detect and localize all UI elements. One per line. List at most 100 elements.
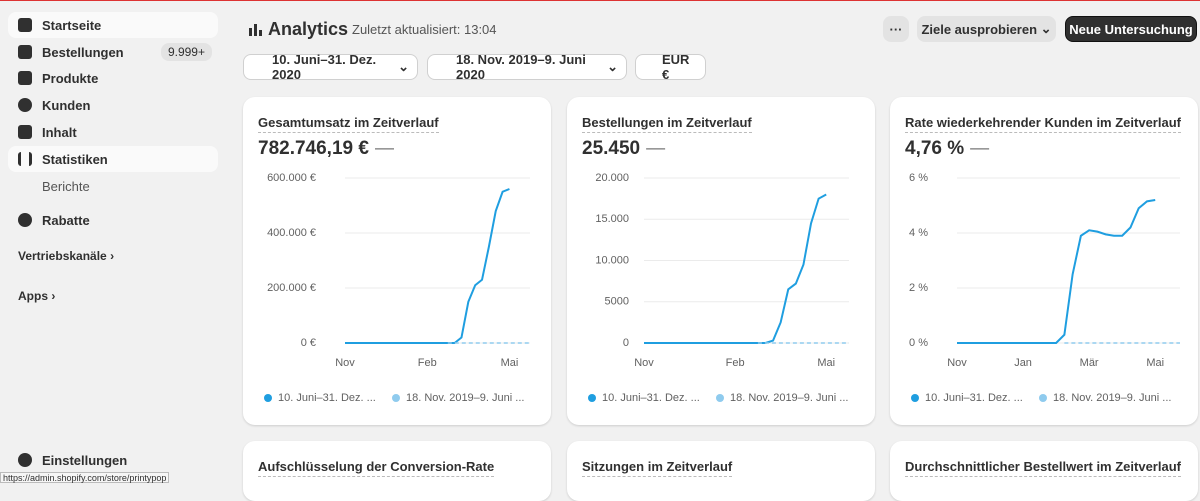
filter-label: 10. Juni–31. Dez. 2020 bbox=[272, 52, 377, 82]
last-updated: Zuletzt aktualisiert: 13:04 bbox=[352, 22, 497, 37]
nav-item[interactable]: Bestellungen 9.999+ bbox=[8, 39, 218, 65]
card-title: Rate wiederkehrender Kunden im Zeitverla… bbox=[905, 115, 1181, 133]
x-tick-label: Nov bbox=[634, 357, 654, 369]
badge: 9.999+ bbox=[160, 43, 212, 61]
legend-dot bbox=[264, 394, 272, 402]
legend-dot bbox=[1039, 394, 1047, 402]
icon bbox=[18, 45, 32, 59]
chart-card[interactable]: Gesamtumsatz im Zeitverlauf 782.746,19 € —… bbox=[243, 97, 551, 425]
nav-item[interactable]: Einstellungen bbox=[8, 447, 218, 473]
icon bbox=[18, 453, 32, 467]
nav-label: Einstellungen bbox=[42, 452, 128, 468]
nav-label: Rabatte bbox=[42, 212, 90, 228]
nav-item[interactable]: Inhalt bbox=[8, 119, 218, 145]
nav-label: Startseite bbox=[42, 17, 102, 33]
nav-label: Inhalt bbox=[42, 124, 77, 140]
change-indicator: — bbox=[646, 138, 666, 159]
card-total: 782.746,19 € — bbox=[258, 138, 394, 160]
page-title: Analytics bbox=[268, 19, 349, 39]
top-line bbox=[0, 0, 1200, 1]
change-indicator: — bbox=[374, 138, 394, 159]
compare-filter[interactable]: 18. Nov. 2019–9. Juni 2020 ⌄ bbox=[427, 52, 627, 82]
legend-label: 10. Juni–31. Dez. ... bbox=[925, 392, 1023, 404]
y-tick-label: 2 % bbox=[909, 282, 928, 294]
line-chart: 0 5000 10.000 15.000 20.000 Nov Feb Mai 10. Juni… bbox=[588, 172, 849, 404]
group-label: Apps bbox=[18, 289, 48, 303]
y-tick-label: 20.000 bbox=[595, 172, 629, 184]
goals-button[interactable]: Ziele ausprobieren bbox=[921, 21, 1038, 37]
filter-label: 18. Nov. 2019–9. Juni 2020 bbox=[456, 52, 586, 82]
x-tick-label: Jan bbox=[1014, 357, 1032, 369]
nav-item[interactable]: Startseite bbox=[8, 12, 218, 38]
x-tick-label: Nov bbox=[335, 357, 355, 369]
card-total: 4,76 % — bbox=[905, 138, 989, 160]
nav-item[interactable]: Statistiken bbox=[8, 146, 218, 172]
analytics-icon bbox=[249, 24, 262, 36]
series-line bbox=[957, 199, 1156, 344]
legend-dot bbox=[716, 394, 724, 402]
chart-card[interactable]: Sitzungen im Zeitverlauf bbox=[567, 441, 875, 501]
x-tick-label: Feb bbox=[418, 357, 437, 369]
icon bbox=[18, 152, 32, 166]
x-tick-label: Mai bbox=[817, 357, 835, 369]
chart-card[interactable]: Bestellungen im Zeitverlauf 25.450— 0 5000 1… bbox=[567, 97, 875, 425]
card-title: Sitzungen im Zeitverlauf bbox=[582, 459, 733, 477]
more-button[interactable]: ··· bbox=[883, 16, 909, 42]
line-chart: 0 € 200.000 € 400.000 € 600.000 € Nov Feb Mai 1… bbox=[264, 172, 530, 404]
icon bbox=[18, 125, 32, 139]
legend-dot bbox=[392, 394, 400, 402]
card-title: Bestellungen im Zeitverlauf bbox=[582, 115, 752, 133]
legend-label: 10. Juni–31. Dez. ... bbox=[278, 392, 376, 404]
x-tick-label: Mär bbox=[1080, 357, 1099, 369]
nav-item[interactable]: Kunden bbox=[8, 92, 218, 118]
legend-label: 18. Nov. 2019–9. Juni ... bbox=[406, 392, 524, 404]
status-url: https://admin.shopify.com/store/printypo… bbox=[0, 472, 170, 483]
nav-item[interactable]: Rabatte bbox=[8, 207, 218, 233]
y-tick-label: 0 bbox=[623, 337, 629, 349]
y-tick-label: 600.000 € bbox=[267, 172, 316, 184]
date-filter[interactable]: 10. Juni–31. Dez. 2020 ⌄ bbox=[243, 52, 418, 82]
card-title: Durchschnittlicher Bestellwert im Zeitve… bbox=[905, 459, 1181, 477]
new-study-button[interactable]: Neue Untersuchung bbox=[1065, 16, 1197, 42]
x-tick-label: Feb bbox=[726, 357, 745, 369]
y-tick-label: 6 % bbox=[909, 172, 928, 184]
nav-label: Kunden bbox=[42, 97, 91, 113]
legend-label: 18. Nov. 2019–9. Juni ... bbox=[730, 392, 848, 404]
icon bbox=[18, 98, 32, 112]
y-tick-label: 200.000 € bbox=[267, 282, 316, 294]
x-tick-label: Nov bbox=[947, 357, 967, 369]
y-tick-label: 5000 bbox=[605, 296, 629, 308]
legend-dot bbox=[588, 394, 596, 402]
icon bbox=[18, 213, 32, 227]
x-tick-label: Mai bbox=[1146, 357, 1164, 369]
line-chart: 0 % 2 % 4 % 6 % Nov Jan Mär Mai 10. Juni–31. Dez… bbox=[909, 172, 1180, 404]
legend-dot bbox=[911, 394, 919, 402]
card-title: Gesamtumsatz im Zeitverlauf bbox=[258, 115, 439, 133]
nav-label: Produkte bbox=[42, 70, 99, 86]
legend-label: 10. Juni–31. Dez. ... bbox=[602, 392, 700, 404]
chart-card[interactable]: Rate wiederkehrender Kunden im Zeitverla… bbox=[890, 97, 1198, 425]
nav-subitem[interactable]: Berichte bbox=[42, 179, 90, 194]
change-indicator: — bbox=[970, 138, 990, 159]
chart-card[interactable]: Aufschlüsselung der Conversion-Rate bbox=[243, 441, 551, 501]
icon bbox=[18, 71, 32, 85]
y-tick-label: 10.000 bbox=[595, 254, 629, 266]
total-value: 782.746,19 € bbox=[258, 138, 369, 159]
y-tick-label: 4 % bbox=[909, 227, 928, 239]
y-tick-label: 0 % bbox=[909, 337, 928, 349]
total-value: 25.450 bbox=[582, 138, 641, 159]
card-title: Aufschlüsselung der Conversion-Rate bbox=[258, 459, 495, 477]
icon bbox=[18, 18, 32, 32]
nav-label: Bestellungen bbox=[42, 44, 124, 60]
group-label: Vertriebskanäle bbox=[18, 249, 107, 263]
nav-label: Statistiken bbox=[42, 151, 108, 167]
currency-filter[interactable]: EUR € bbox=[635, 52, 706, 82]
series-line bbox=[345, 188, 510, 344]
total-value: 4,76 % bbox=[905, 138, 965, 159]
y-tick-label: 0 € bbox=[301, 337, 316, 349]
nav-item[interactable]: Produkte bbox=[8, 65, 218, 91]
chart-card[interactable]: Durchschnittlicher Bestellwert im Zeitve… bbox=[890, 441, 1198, 501]
nav-group[interactable]: Vertriebskanäle › bbox=[18, 249, 115, 263]
nav-group[interactable]: Apps › bbox=[18, 289, 56, 303]
